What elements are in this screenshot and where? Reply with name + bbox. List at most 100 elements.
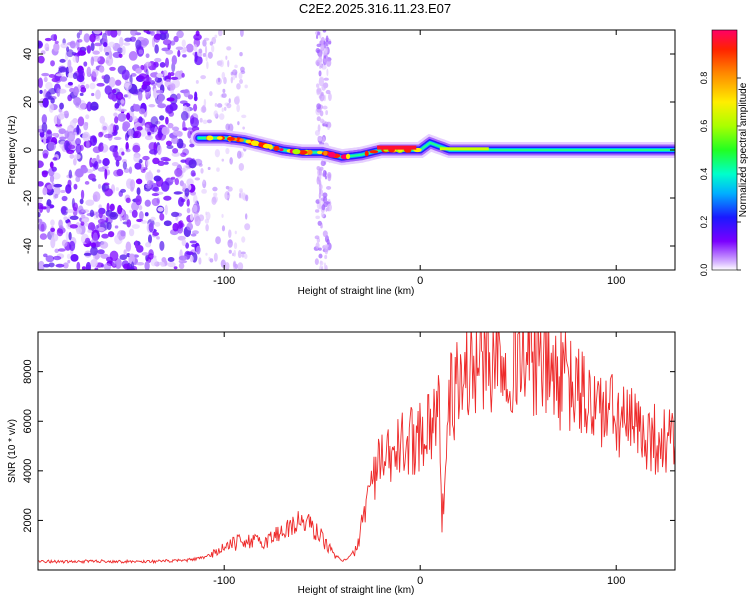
spectrogram-noise-blob	[42, 153, 49, 159]
spectrogram-noise-blob	[173, 266, 178, 270]
spectrogram-noise-blob	[173, 35, 179, 43]
spectrogram-noise-blob	[202, 179, 205, 185]
spectrogram-noise-blob	[238, 162, 245, 171]
spectrogram-noise-blob	[97, 227, 105, 232]
spectrogram-noise-blob	[325, 124, 328, 128]
spectrogram-noise-blob	[326, 59, 332, 67]
spectrogram-noise-blob	[58, 66, 67, 73]
spectrogram-noise-blob	[60, 42, 68, 49]
spectrogram-noise-blob	[317, 57, 323, 63]
spectrogram-noise-blob	[69, 215, 79, 220]
spectrogram-hotspot	[226, 136, 235, 141]
spectrogram-noise-blob	[73, 183, 78, 190]
colorbar-tick-label: 0.8	[699, 72, 709, 85]
spectrogram-noise-blob	[75, 176, 81, 183]
spectrogram-noise-blob	[90, 56, 95, 66]
spectrogram-noise-blob	[114, 79, 122, 86]
spectrogram-noise-blob	[83, 33, 91, 43]
spectrogram-noise-blob	[50, 60, 55, 67]
spectrogram-noise-blob	[158, 261, 165, 266]
spectrogram-noise-blob	[320, 43, 325, 52]
spectrogram-noise-blob	[41, 72, 50, 77]
spectrogram-noise-blob	[174, 168, 183, 177]
spectrogram-x-tick-label: 100	[607, 275, 625, 287]
spectrogram-noise-blob	[101, 233, 109, 239]
spectrogram-noise-blob	[319, 184, 323, 190]
spectrogram-noise-blob	[327, 203, 332, 212]
spectrogram-noise-blob	[171, 161, 179, 167]
spectrogram-noise-blob	[48, 102, 54, 113]
spectrogram-noise-blob	[173, 191, 183, 195]
spectrogram-noise-blob	[54, 248, 59, 254]
spectrogram-noise-blob	[53, 183, 63, 188]
spectrogram-noise-blob	[144, 261, 150, 270]
snr-y-label: SNR (10 * v/v)	[7, 419, 18, 483]
spectrogram-noise-blob	[318, 253, 323, 259]
spectrogram-noise-blob	[67, 259, 71, 264]
spectrogram-noise-blob	[113, 112, 118, 117]
spectrogram-noise-blob	[165, 116, 169, 125]
spectrogram-noise-blob	[120, 188, 126, 193]
snr-y-tick-label: 4000	[22, 459, 34, 483]
spectrogram-noise-blob	[315, 215, 321, 220]
spectrogram-noise-blob	[86, 66, 92, 77]
spectrogram-noise-blob	[186, 222, 194, 231]
spectrogram-noise-blob	[40, 50, 46, 55]
spectrogram-noise-blob	[232, 69, 238, 76]
spectrogram-noise-blob	[324, 245, 329, 255]
spectrogram-noise-blob	[99, 115, 106, 124]
spectrogram-noise-blob	[186, 198, 190, 207]
spectrogram-noise-blob	[240, 251, 246, 255]
spectrogram-y-tick-label: 40	[22, 48, 34, 60]
spectrogram-noise-blob	[322, 192, 328, 198]
spectrogram-noise-blob	[114, 225, 119, 229]
spectrogram-noise-blob	[82, 131, 91, 142]
spectrogram-noise-blob	[200, 75, 206, 80]
spectrogram-noise-blob	[167, 122, 174, 129]
colorbar-gradient	[712, 30, 737, 270]
spectrogram-noise-blob	[171, 137, 179, 145]
spectrogram-noise-blob	[221, 225, 226, 232]
spectrogram-noise-blob	[180, 152, 187, 158]
spectrogram-noise-blob	[323, 41, 327, 50]
spectrogram-noise-blob	[316, 83, 320, 88]
spectrogram-signal-layer	[190, 130, 675, 166]
spectrogram-noise-blob	[76, 32, 81, 39]
spectrogram-noise-blob	[145, 183, 152, 189]
spectrogram-noise-blob	[129, 253, 135, 258]
spectrogram-noise-blob	[79, 198, 84, 205]
spectrogram-noise-blob	[81, 266, 86, 270]
spectrogram-noise-blob	[67, 144, 76, 150]
spectrogram-noise-blob	[174, 178, 180, 186]
spectrogram-hotspot	[279, 148, 284, 152]
spectrogram-noise-blob	[243, 253, 248, 259]
spectrogram-noise-blob	[194, 51, 198, 63]
spectrogram-noise-blob	[164, 105, 174, 115]
spectrogram-noise-blob	[97, 249, 105, 255]
snr-y-tick-label: 2000	[22, 508, 34, 532]
spectrogram-noise-blob	[69, 154, 75, 159]
spectrogram-noise-blob	[202, 53, 207, 57]
spectrogram-noise-blob	[67, 59, 72, 69]
spectrogram-noise-blob	[317, 124, 321, 133]
spectrogram-noise-blob	[318, 70, 322, 77]
spectrogram-noise-blob	[104, 168, 108, 180]
spectrogram-noise-blob	[39, 131, 45, 138]
spectrogram-noise-blob	[215, 236, 221, 245]
spectrogram-noise-blob	[203, 37, 210, 41]
spectrogram-noise-blob	[316, 87, 322, 95]
spectrogram-noise-blob	[90, 101, 99, 111]
spectrogram-noise-blob	[52, 157, 58, 161]
spectrogram-noise-blob	[125, 141, 129, 151]
spectrogram-noise-blob	[205, 211, 211, 221]
spectrogram-noise-blob	[228, 98, 231, 104]
spectrogram-noise-blob	[130, 73, 137, 77]
spectrogram-noise-blob	[125, 241, 132, 252]
spectrogram-noise-blob	[202, 119, 208, 125]
spectrogram-noise-blob	[117, 112, 127, 122]
spectrogram-noise-blob	[72, 72, 78, 80]
spectrogram-noise-blob	[176, 93, 181, 100]
spectrogram-y-axis: -40 -20 0 20 40	[22, 48, 675, 254]
spectrogram-noise-blob	[107, 30, 112, 36]
spectrogram-noise-blob	[207, 166, 211, 171]
